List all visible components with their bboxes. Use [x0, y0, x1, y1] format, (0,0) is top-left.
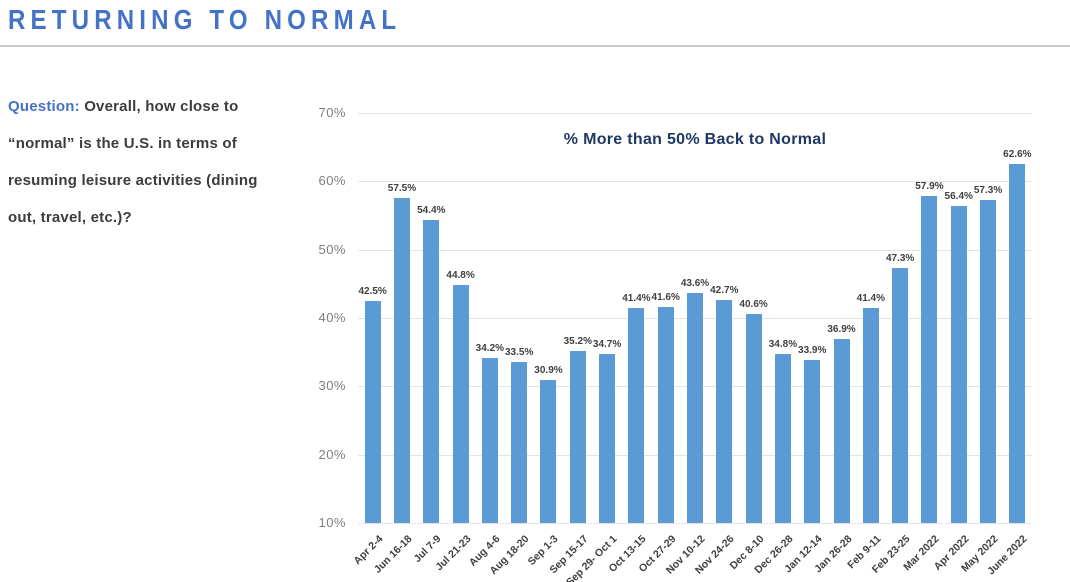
bar-value-label: 42.7% [710, 284, 739, 296]
bar [569, 350, 586, 523]
bar-value-label: 44.8% [446, 270, 475, 282]
bar [833, 339, 850, 523]
y-axis-tick-label: 40% [318, 310, 346, 325]
question-line: out, travel, etc.)? [8, 209, 132, 226]
question-block: Question: Overall, how close to “normal”… [8, 88, 298, 236]
bar [804, 359, 821, 523]
y-axis-tick-label: 60% [318, 173, 346, 189]
bar [745, 313, 762, 523]
bar [540, 380, 557, 523]
bar-value-label: 33.5% [504, 347, 534, 359]
y-gridline [358, 523, 1032, 524]
question-line: “normal” is the U.S. in terms of [8, 135, 237, 152]
bar-value-label: 56.4% [944, 190, 973, 202]
bar [452, 285, 469, 523]
bar-value-label: 36.9% [827, 324, 856, 336]
title-divider [0, 45, 1070, 47]
page-title: RETURNING TO NORMAL [8, 4, 402, 35]
bar-value-label: 54.4% [417, 204, 446, 216]
y-gridline [358, 113, 1032, 114]
y-axis-tick-label: 30% [318, 378, 346, 394]
bar [774, 353, 791, 523]
bar-value-label: 62.6% [1003, 148, 1032, 160]
bar-value-label: 40.6% [739, 298, 768, 310]
bar [921, 195, 938, 523]
bar [628, 308, 645, 523]
bar [393, 198, 410, 523]
bar-value-label: 34.8% [768, 338, 798, 350]
question-text: Overall, how close to [84, 98, 239, 115]
bar [716, 299, 733, 523]
bar-value-label: 41.6% [651, 292, 680, 304]
question-line: Question: Overall, how close to [8, 88, 298, 125]
bar [1009, 163, 1026, 523]
question-label: Question: [8, 98, 80, 115]
bar-value-label: 57.3% [973, 184, 1003, 196]
bar [364, 300, 381, 523]
bar-value-label: 34.7% [592, 339, 622, 351]
bar [511, 362, 528, 523]
bar-value-label: 42.5% [358, 285, 387, 297]
y-axis-tick-label: 20% [318, 446, 346, 462]
bar [599, 354, 616, 523]
bar-value-label: 57.5% [387, 183, 417, 195]
y-axis-tick-label: 10% [318, 515, 346, 530]
bar-value-label: 41.4% [856, 293, 885, 305]
bar [980, 199, 997, 523]
chart-title: % More than 50% Back to Normal [563, 131, 827, 148]
y-axis-tick-label: 50% [318, 241, 346, 257]
y-axis-tick-label: 70% [318, 105, 346, 120]
bar [481, 357, 498, 523]
bar-value-label: 35.2% [563, 335, 592, 347]
bar-value-label: 57.9% [915, 180, 944, 192]
y-gridline [358, 249, 1032, 251]
bar-value-label: 41.4% [622, 293, 651, 305]
bar [423, 219, 440, 523]
bar-value-label: 43.6% [680, 278, 710, 290]
bar [657, 307, 674, 523]
bar [862, 308, 879, 523]
bar-value-label: 30.9% [534, 365, 563, 377]
y-gridline [358, 181, 1032, 183]
bar [687, 293, 703, 523]
question-line: resuming leisure activities (dining [8, 172, 258, 189]
bar-value-label: 47.3% [885, 253, 915, 265]
bar [892, 268, 909, 523]
bar-value-label: 34.2% [475, 342, 505, 354]
bar [950, 205, 967, 523]
bar-value-label: 33.9% [798, 344, 827, 356]
